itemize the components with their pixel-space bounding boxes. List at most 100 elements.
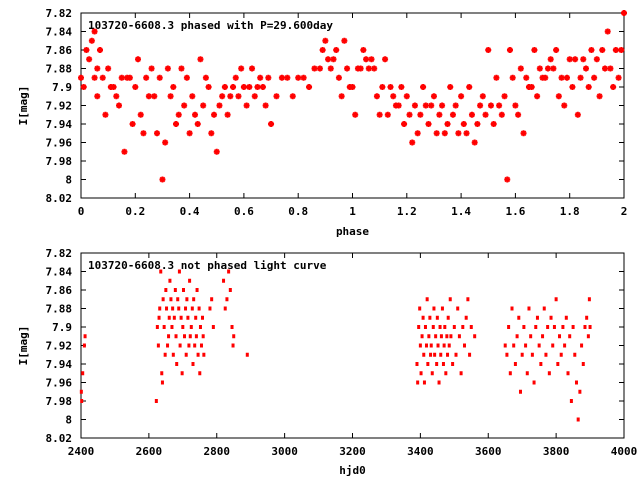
data-point: [88, 37, 95, 44]
data-point: [319, 47, 326, 53]
plot-title: 103720-6608.3 phased with P=29.600day: [88, 19, 333, 32]
data-point: [461, 325, 465, 329]
data-point: [368, 56, 375, 63]
data-point: [190, 306, 194, 311]
data-point: [99, 74, 106, 81]
data-point: [531, 47, 538, 53]
x-tick-label: 4000: [611, 445, 638, 458]
y-tick-label: 7.9: [52, 321, 72, 334]
data-point: [157, 315, 161, 320]
data-point: [395, 102, 402, 109]
data-point: [561, 102, 568, 109]
data-point: [227, 93, 234, 100]
data-point: [118, 74, 125, 81]
data-point: [422, 102, 429, 109]
data-point: [295, 74, 302, 81]
y-tick-label: 7.98: [46, 155, 73, 168]
data-point: [227, 269, 231, 274]
data-point: [265, 74, 272, 81]
data-point: [443, 325, 447, 329]
data-point: [547, 371, 551, 376]
data-point: [437, 380, 441, 385]
y-tick-label: 7.84: [46, 26, 73, 39]
data-point: [365, 65, 372, 72]
data-point: [186, 130, 193, 137]
data-point: [225, 297, 229, 302]
data-point: [418, 343, 422, 348]
data-point: [188, 334, 192, 339]
data-point: [197, 56, 204, 63]
data-point: [251, 93, 258, 100]
data-point: [439, 102, 446, 109]
data-point: [129, 121, 136, 127]
data-point: [262, 102, 269, 109]
data-point: [254, 84, 261, 90]
data-point: [384, 111, 391, 118]
data-point: [422, 380, 426, 385]
data-point: [161, 297, 165, 302]
data-point: [132, 84, 139, 90]
data-point: [610, 84, 617, 90]
data-point: [178, 65, 185, 72]
data-point: [363, 56, 370, 63]
data-point: [448, 297, 452, 302]
x-tick-label: 2600: [136, 445, 163, 458]
data-point: [577, 74, 584, 81]
x-tick-label: 3600: [475, 445, 502, 458]
data-point: [563, 343, 567, 348]
data-point: [525, 371, 529, 376]
data-point: [578, 389, 582, 394]
data-point: [268, 121, 275, 127]
data-point: [558, 334, 562, 339]
data-point: [148, 65, 155, 72]
data-point: [325, 56, 332, 63]
data-point: [607, 65, 614, 72]
data-point: [446, 315, 450, 320]
data-point: [571, 325, 575, 329]
data-point: [574, 111, 581, 118]
data-point: [563, 74, 570, 81]
data-point: [515, 334, 519, 339]
data-point: [78, 74, 84, 81]
data-point: [580, 343, 584, 348]
data-point: [230, 325, 234, 329]
data-point: [539, 362, 543, 366]
data-point: [181, 325, 185, 329]
data-point: [414, 130, 421, 137]
data-point: [569, 399, 573, 403]
data-point: [390, 93, 397, 100]
x-tick-label: 2800: [204, 445, 231, 458]
data-point: [387, 84, 394, 90]
data-point: [569, 84, 576, 90]
data-point: [164, 288, 168, 292]
data-point: [352, 111, 359, 118]
data-point: [490, 121, 497, 127]
data-point: [173, 121, 180, 127]
data-point: [82, 343, 86, 348]
data-point: [232, 74, 239, 81]
data-point: [235, 93, 242, 100]
data-point: [505, 352, 509, 357]
data-point: [473, 334, 477, 339]
data-point: [300, 74, 307, 81]
data-point: [178, 343, 182, 348]
data-point: [344, 65, 351, 72]
data-point: [154, 399, 158, 403]
data-point: [289, 93, 296, 100]
data-point: [143, 74, 150, 81]
data-point: [421, 315, 425, 320]
data-point: [561, 325, 565, 329]
data-point: [482, 111, 489, 118]
data-point: [452, 325, 456, 329]
data-point: [425, 297, 429, 302]
data-point: [588, 47, 595, 53]
data-point: [411, 102, 418, 109]
data-point: [200, 102, 207, 109]
data-point: [158, 306, 162, 311]
data-point: [184, 306, 188, 311]
data-point: [94, 93, 101, 100]
data-point: [546, 325, 550, 329]
data-point: [422, 352, 426, 357]
data-point: [170, 84, 177, 90]
